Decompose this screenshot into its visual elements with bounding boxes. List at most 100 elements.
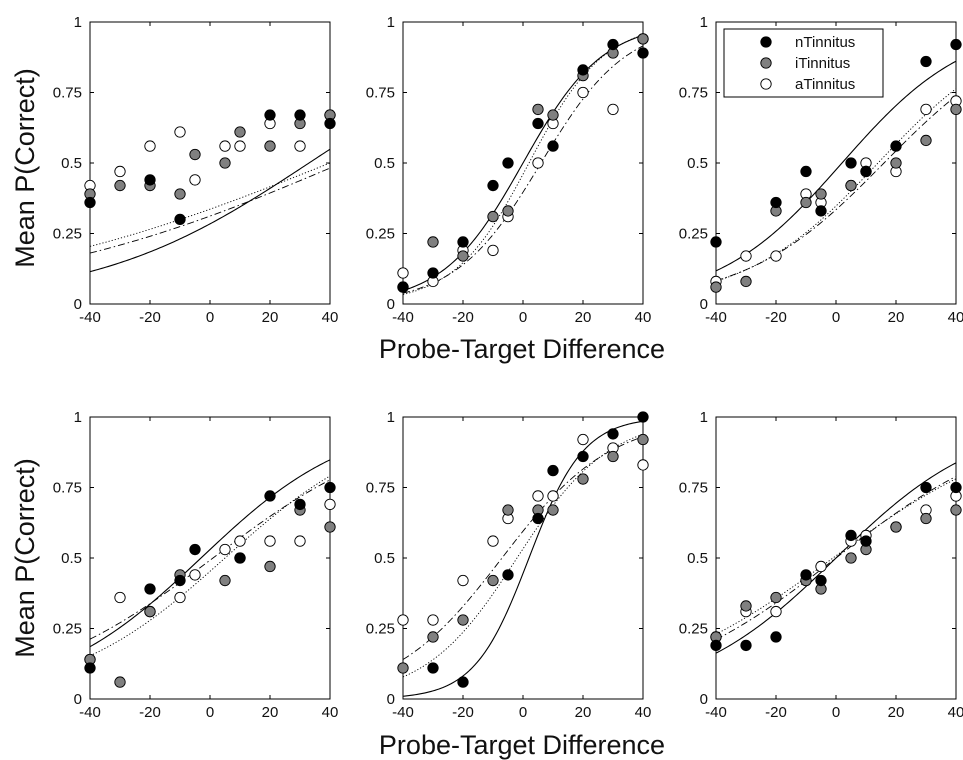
point-aTinnitus: [547, 490, 559, 502]
point-aTinnitus: [815, 560, 827, 573]
point-nTinnitus: [457, 676, 469, 688]
y-tick-label: 1: [387, 14, 395, 31]
x-axis-title-bottom: Probe-Target Difference: [379, 730, 665, 760]
point-nTinnitus: [324, 117, 336, 130]
x-tick-label: -20: [765, 704, 787, 721]
point-iTinnitus: [397, 662, 409, 674]
axes-box: [402, 416, 644, 700]
point-aTinnitus: [457, 574, 469, 587]
point-nTinnitus: [84, 196, 96, 209]
panel-2: -40 -20 0 20 40 0 0.25 0.5 0.75 1: [366, 14, 652, 326]
legend-label: iTinnitus: [795, 55, 850, 72]
point-nTinnitus: [920, 55, 932, 68]
point-nTinnitus: [815, 574, 827, 587]
legend-marker: [760, 78, 772, 90]
y-tick-label: 1: [700, 14, 708, 31]
point-aTinnitus: [770, 250, 782, 262]
point-iTinnitus: [324, 521, 336, 533]
point-iTinnitus: [457, 614, 469, 626]
point-aTinnitus: [219, 543, 231, 556]
fit-curve-iTinnitus: [716, 95, 956, 282]
point-nTinnitus: [607, 38, 619, 51]
fit-curve-iTinnitus: [403, 433, 643, 678]
point-nTinnitus: [487, 179, 499, 192]
point-aTinnitus: [532, 490, 544, 502]
point-nTinnitus: [845, 157, 857, 169]
point-nTinnitus: [84, 662, 96, 674]
y-tick-label: 0: [700, 691, 708, 708]
x-tick-label: 0: [832, 309, 840, 326]
panels: -40 -20 0 20 40 0 0.25 0.5 0.75 1 -40 -20 0 20 40 0 0.25…: [53, 14, 963, 721]
y-tick-label: 0.75: [53, 85, 82, 102]
point-iTinnitus: [487, 574, 499, 587]
x-tick-label: 0: [519, 704, 527, 721]
point-nTinnitus: [950, 38, 962, 51]
x-tick-label: -20: [452, 704, 474, 721]
point-aTinnitus: [264, 535, 276, 547]
point-nTinnitus: [637, 47, 649, 59]
point-iTinnitus: [845, 179, 857, 192]
y-tick-label: 0.75: [366, 480, 395, 497]
x-tick-label: -20: [139, 704, 161, 721]
point-aTinnitus: [189, 174, 201, 186]
point-nTinnitus: [264, 109, 276, 121]
y-tick-label: 0: [74, 296, 82, 313]
point-iTinnitus: [845, 552, 857, 564]
point-aTinnitus: [234, 535, 246, 547]
y-tick-label: 0.25: [53, 226, 82, 243]
y-tick-label: 0.75: [679, 480, 708, 497]
point-aTinnitus: [144, 140, 156, 152]
x-tick-label: -40: [392, 704, 414, 721]
point-iTinnitus: [950, 504, 962, 516]
fit-curve-nTinnitus: [90, 148, 330, 273]
x-tick-label: 40: [322, 309, 339, 326]
point-nTinnitus: [532, 117, 544, 130]
point-nTinnitus: [770, 631, 782, 643]
point-nTinnitus: [860, 165, 872, 178]
fit-curve-iTinnitus: [403, 34, 643, 295]
axes-box: [89, 21, 331, 305]
point-iTinnitus: [815, 188, 827, 200]
point-aTinnitus: [324, 498, 336, 511]
y-tick-label: 0.5: [61, 155, 82, 172]
point-nTinnitus: [502, 569, 514, 581]
point-iTinnitus: [710, 281, 722, 293]
point-nTinnitus: [397, 281, 409, 293]
point-aTinnitus: [577, 86, 589, 99]
point-aTinnitus: [920, 103, 932, 116]
x-tick-label: 20: [262, 309, 279, 326]
point-iTinnitus: [607, 450, 619, 463]
point-iTinnitus: [427, 631, 439, 643]
y-tick-label: 0.75: [679, 85, 708, 102]
x-tick-label: 20: [888, 309, 905, 326]
fit-curve-aTinnitus: [403, 436, 643, 660]
y-tick-label: 0.5: [61, 550, 82, 567]
point-nTinnitus: [637, 411, 649, 423]
fit-curve-aTinnitus: [716, 478, 956, 635]
fit-curve-nTinnitus: [403, 34, 643, 292]
x-tick-label: -40: [392, 309, 414, 326]
legend-box: [723, 28, 884, 98]
point-nTinnitus: [234, 552, 246, 564]
point-nTinnitus: [457, 236, 469, 248]
fit-curve-aTinnitus: [403, 45, 643, 294]
y-tick-label: 0.5: [374, 155, 395, 172]
point-iTinnitus: [234, 126, 246, 138]
legend-label: nTinnitus: [795, 34, 855, 51]
fit-curve-iTinnitus: [90, 475, 330, 657]
x-tick-label: 20: [888, 704, 905, 721]
y-tick-label: 1: [74, 409, 82, 426]
point-nTinnitus: [144, 174, 156, 186]
y-tick-label: 0.25: [679, 226, 708, 243]
y-tick-label: 0.5: [687, 155, 708, 172]
y-tick-label: 0.25: [366, 226, 395, 243]
point-nTinnitus: [710, 639, 722, 652]
point-aTinnitus: [294, 535, 306, 547]
legend-marker: [760, 57, 772, 69]
point-iTinnitus: [457, 250, 469, 262]
point-iTinnitus: [219, 574, 231, 587]
fit-curve-aTinnitus: [716, 88, 956, 282]
x-tick-label: 20: [575, 309, 592, 326]
panel-4: -40 -20 0 20 40 0 0.25 0.5 0.75 1: [53, 409, 339, 721]
